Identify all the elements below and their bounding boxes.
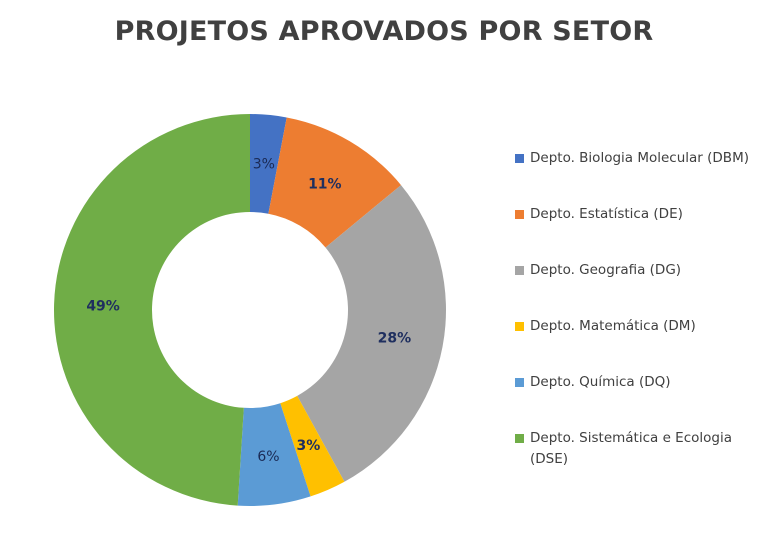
data-label-dq: 6% xyxy=(257,449,279,465)
slice-dg xyxy=(297,185,446,482)
data-label-dbm: 3% xyxy=(253,157,275,173)
legend-label-dg: Depto. Geografia (DG) xyxy=(530,262,682,278)
data-label-dm: 3% xyxy=(296,438,320,454)
slice-de xyxy=(268,117,402,248)
legend-item-dq: Depto. Química (DQ) xyxy=(515,372,755,393)
data-label-dg: 28% xyxy=(378,331,412,347)
slice-dq xyxy=(237,403,311,506)
chart-title: PROJETOS APROVADOS POR SETOR xyxy=(114,16,654,47)
legend-label-dbm: Depto. Biologia Molecular (DBM) xyxy=(530,150,749,166)
legend-label-dm: Depto. Matemática (DM) xyxy=(530,318,696,334)
data-label-dse: 49% xyxy=(86,298,120,314)
legend-swatch-dm xyxy=(515,322,524,331)
slice-dm xyxy=(280,395,345,497)
legend-swatch-dse xyxy=(515,434,524,443)
legend-swatch-dbm xyxy=(515,154,524,163)
legend-item-dg: Depto. Geografia (DG) xyxy=(515,260,755,281)
legend-item-de: Depto. Estatística (DE) xyxy=(515,204,755,225)
legend-swatch-dg xyxy=(515,266,524,275)
legend-label-de: Depto. Estatística (DE) xyxy=(530,206,683,222)
legend-item-dbm: Depto. Biologia Molecular (DBM) xyxy=(515,148,755,169)
legend-label-dse: Depto. Sistemática e Ecologia (DSE) xyxy=(530,430,732,467)
data-labels: 3% 11% 28% 3% 6% 49% xyxy=(86,157,411,465)
legend-item-dm: Depto. Matemática (DM) xyxy=(515,316,755,337)
slice-dse xyxy=(53,114,250,506)
slice-dbm xyxy=(250,114,287,214)
legend-label-dq: Depto. Química (DQ) xyxy=(530,374,671,390)
legend-swatch-de xyxy=(515,210,524,219)
legend-item-dse: Depto. Sistemática e Ecologia (DSE) xyxy=(515,428,755,470)
data-label-de: 11% xyxy=(308,176,342,192)
donut-slices xyxy=(53,114,446,506)
legend-swatch-dq xyxy=(515,378,524,387)
